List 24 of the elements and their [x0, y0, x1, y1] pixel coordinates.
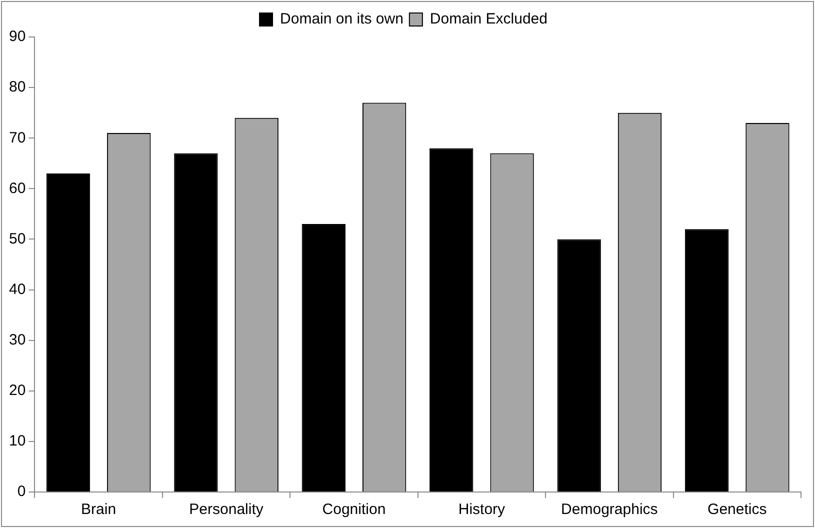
y-tick-label: 90	[8, 28, 26, 46]
x-tick-label: Cognition	[322, 501, 386, 518]
x-tick-label: History	[458, 501, 506, 518]
y-tick-label: 80	[8, 78, 26, 96]
legend-label: Domain on its own	[280, 10, 404, 28]
bar	[46, 174, 90, 492]
y-tick-label: 60	[8, 180, 26, 197]
y-tick-label: 0	[17, 483, 26, 500]
y-tick-label: 10	[8, 432, 26, 450]
bar	[557, 239, 601, 492]
y-tick-label: 20	[8, 382, 26, 400]
y-tick-label: 30	[8, 331, 26, 348]
x-tick-label: Genetics	[708, 501, 767, 518]
bar	[302, 224, 346, 492]
y-tick-label: 50	[8, 230, 26, 248]
y-tick-label: 70	[8, 129, 26, 146]
bar	[174, 153, 218, 492]
x-tick-label: Demographics	[561, 501, 658, 518]
x-tick-label: Personality	[189, 501, 264, 518]
x-tick-label: Brain	[81, 501, 116, 518]
bar	[684, 229, 729, 492]
legend-label: Domain Excluded	[430, 10, 548, 28]
y-tick-label: 40	[8, 280, 26, 298]
bar	[430, 148, 474, 492]
